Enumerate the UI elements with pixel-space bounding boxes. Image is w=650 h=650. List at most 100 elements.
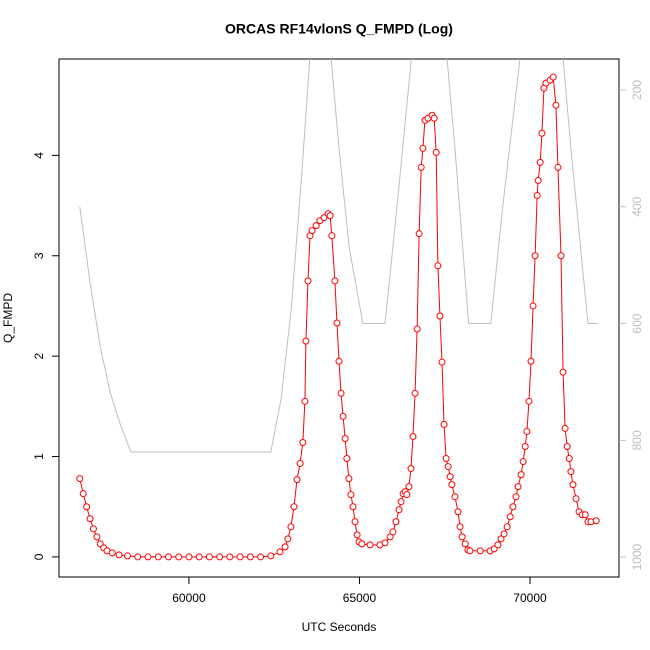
- data-point: [552, 101, 560, 109]
- data-point: [494, 541, 502, 549]
- y-tick-label: 1: [32, 453, 46, 460]
- data-point: [343, 455, 351, 463]
- data-point: [403, 491, 411, 499]
- plot-frame: [58, 58, 620, 578]
- data-point: [407, 465, 415, 473]
- data-point: [299, 438, 307, 446]
- data-point: [246, 553, 254, 561]
- data-point: [434, 262, 442, 270]
- data-point: [456, 523, 464, 531]
- data-point: [93, 533, 101, 541]
- data-point: [519, 458, 527, 466]
- data-point: [175, 553, 183, 561]
- data-point: [419, 144, 427, 152]
- data-point: [529, 302, 537, 310]
- data-point: [226, 553, 234, 561]
- data-point: [296, 460, 304, 468]
- data-point: [205, 553, 213, 561]
- data-point: [236, 553, 244, 561]
- y2-tick-label: 1000: [630, 543, 644, 570]
- data-point: [438, 358, 446, 366]
- x-tick-label: 65000: [343, 591, 377, 605]
- data-point: [381, 539, 389, 547]
- data-point: [164, 553, 172, 561]
- data-point: [154, 553, 162, 561]
- y2-tick-label: 800: [630, 430, 644, 450]
- data-point: [353, 531, 361, 539]
- data-point: [328, 232, 336, 240]
- y2-tick-label: 200: [630, 80, 644, 100]
- data-point: [302, 337, 310, 345]
- data-point: [335, 357, 343, 365]
- data-point: [86, 515, 94, 523]
- data-point: [592, 517, 600, 525]
- data-point: [134, 553, 142, 561]
- data-point: [293, 476, 301, 484]
- data-point: [339, 412, 347, 420]
- chart-title: ORCAS RF14vlonS Q_FMPD (Log): [225, 21, 453, 37]
- data-point: [358, 540, 366, 548]
- data-point: [523, 427, 531, 435]
- data-point: [333, 319, 341, 327]
- data-point: [549, 73, 557, 81]
- y-tick-label: 0: [32, 553, 46, 560]
- data-point: [503, 523, 511, 531]
- x-tick-label: 60000: [172, 591, 206, 605]
- data-point: [448, 481, 456, 489]
- x-axis-label: UTC Seconds: [302, 620, 377, 634]
- data-point: [349, 503, 357, 511]
- data-point: [538, 129, 546, 137]
- data-point: [509, 503, 517, 511]
- plot-area: [76, 59, 600, 561]
- y-tick-label: 2: [32, 352, 46, 359]
- data-point: [497, 535, 505, 543]
- data-point: [506, 513, 514, 521]
- data-point: [185, 553, 193, 561]
- data-point: [326, 212, 334, 220]
- data-point: [366, 541, 374, 549]
- data-point: [389, 528, 397, 536]
- data-point: [347, 491, 355, 499]
- data-point: [124, 552, 132, 560]
- data-point: [341, 434, 349, 442]
- data-point: [331, 277, 339, 285]
- data-point: [89, 525, 97, 533]
- data-point: [581, 511, 589, 519]
- data-point: [287, 523, 295, 531]
- data-point: [451, 493, 459, 501]
- data-point: [531, 252, 539, 260]
- x-tick-label: 70000: [513, 591, 547, 605]
- data-point: [115, 551, 123, 559]
- data-point: [308, 227, 316, 235]
- data-point: [512, 493, 520, 501]
- data-point: [536, 158, 544, 166]
- y-axis-label: Q_FMPD: [1, 293, 15, 343]
- data-point: [337, 389, 345, 397]
- data-point: [514, 483, 522, 491]
- y2-tick-label: 600: [630, 313, 644, 333]
- data-point: [461, 540, 469, 548]
- data-point: [405, 483, 413, 491]
- data-point: [345, 475, 353, 483]
- data-point: [572, 495, 580, 503]
- data-point: [409, 432, 417, 440]
- data-point: [527, 357, 535, 365]
- data-point: [79, 490, 87, 498]
- data-point: [411, 389, 419, 397]
- data-point: [521, 442, 529, 450]
- data-point: [565, 455, 573, 463]
- data-point: [195, 553, 203, 561]
- data-point: [554, 163, 562, 171]
- data-point: [284, 535, 292, 543]
- data-point: [557, 252, 565, 260]
- data-point: [216, 553, 224, 561]
- data-point: [276, 548, 284, 556]
- data-point: [281, 543, 289, 551]
- data-point: [432, 148, 440, 156]
- data-point: [312, 222, 320, 230]
- y-tick-label: 4: [32, 152, 46, 159]
- data-point: [559, 368, 567, 376]
- y-tick-label: 3: [32, 252, 46, 259]
- data-point: [533, 192, 541, 200]
